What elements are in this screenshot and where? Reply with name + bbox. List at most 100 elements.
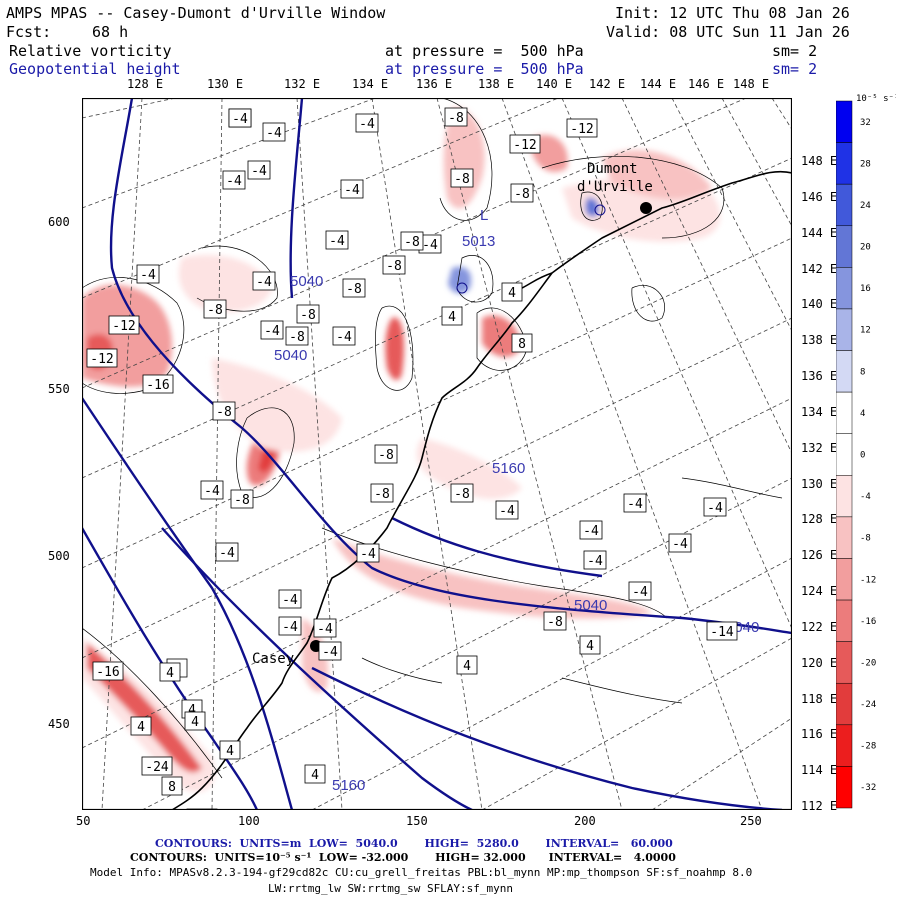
- svg-text:4: 4: [463, 659, 471, 674]
- svg-text:-4: -4: [627, 497, 643, 512]
- svg-text:4: 4: [311, 768, 319, 783]
- vorticity-label-layer: -4 -4 -4 -4 -4 -4 -4 -4 -4 -4 -4 -4 -4 -4 -4 -4 -4 -4 -4 -4…: [86, 107, 738, 810]
- colorbar-cell: [836, 516, 853, 559]
- colorbar-tick-label: 4: [860, 409, 865, 419]
- colorbar-cell: [836, 391, 853, 434]
- lon-label: 136 E: [416, 77, 453, 91]
- vorticity-label: -4: [313, 618, 337, 638]
- svg-text:-14: -14: [710, 625, 734, 640]
- x-tick-label: 200: [574, 814, 596, 828]
- low-value: 5013: [462, 233, 495, 250]
- vorticity-label: -16: [142, 374, 174, 394]
- model-info: Model Info: MPASv8.2.3-194-gf29cd82c CU:…: [90, 866, 753, 879]
- svg-text:8: 8: [518, 337, 526, 352]
- lat-label: 134 E: [801, 404, 838, 419]
- svg-text:-4: -4: [140, 268, 156, 283]
- svg-text:-8: -8: [374, 487, 390, 502]
- colorbar-tick-label: -20: [860, 658, 876, 668]
- x-tick-label: 100: [238, 814, 260, 828]
- height-label: 5160: [492, 460, 525, 477]
- lat-label: 126 E: [801, 548, 838, 563]
- svg-text:-4: -4: [256, 275, 272, 290]
- dumont-station-marker: [640, 202, 652, 214]
- svg-text:-4: -4: [422, 238, 438, 253]
- svg-text:4: 4: [166, 666, 174, 681]
- svg-text:-4: -4: [359, 117, 375, 132]
- svg-text:-4: -4: [672, 537, 688, 552]
- vorticity-label: -4: [628, 581, 652, 601]
- lat-label: 122 E: [801, 619, 838, 634]
- height-label: 5160: [332, 777, 365, 794]
- vorticity-label: 4: [304, 764, 326, 784]
- svg-text:-24: -24: [145, 760, 169, 775]
- vorticity-label: 4: [159, 662, 181, 682]
- lat-label: 146 E: [801, 189, 838, 204]
- colorbar-tick-label: -12: [860, 575, 876, 585]
- lat-label: 124 E: [801, 584, 838, 598]
- geopotential-contours: [82, 98, 792, 810]
- dumont-label: Dumont: [587, 161, 638, 177]
- height-label: 5040: [274, 347, 307, 364]
- y-tick-label: 450: [48, 717, 70, 731]
- svg-text:-4: -4: [232, 112, 248, 127]
- vorticity-label: -8: [382, 255, 406, 275]
- x-tick-label: 150: [406, 814, 428, 828]
- svg-text:-4: -4: [329, 234, 345, 249]
- lat-label: 132 E: [801, 440, 838, 455]
- colorbar-cell: [836, 433, 853, 476]
- vorticity-label: -4: [215, 542, 239, 562]
- colorbar-cell: [836, 142, 853, 185]
- height-label: 5040: [574, 597, 607, 614]
- svg-text:-4: -4: [282, 593, 298, 608]
- vorticity-label: -4: [260, 320, 284, 340]
- colorbar-tick-label: -28: [860, 742, 876, 752]
- vorticity-label: -4: [247, 160, 271, 180]
- vorticity-label: -4: [200, 480, 224, 500]
- lon-label: 148 E: [733, 77, 770, 91]
- colorbar-tick-label: 0: [860, 451, 865, 461]
- svg-text:-8: -8: [300, 308, 316, 323]
- svg-text:-4: -4: [360, 547, 376, 562]
- y-tick-label: 500: [48, 549, 70, 563]
- svg-text:-4: -4: [226, 174, 242, 189]
- lon-label: 128 E: [127, 77, 164, 91]
- vorticity-label: -14: [706, 621, 738, 641]
- colorbar-cell: [836, 475, 853, 518]
- map-plot: 5040 5040 5040 5040 5160 5160 L 5013 Dum…: [82, 98, 792, 810]
- colorbar-cell: [836, 641, 853, 684]
- vorticity-label: 4: [441, 306, 463, 326]
- vorticity-label: -4: [325, 230, 349, 250]
- vorticity-label: -4: [136, 264, 160, 284]
- svg-text:-4: -4: [266, 126, 282, 141]
- colorbar-tick-label: 20: [860, 243, 871, 253]
- vorticity-label: 4: [501, 282, 523, 302]
- colorbar-cell: [836, 766, 853, 809]
- forecast-hour: 68 h: [92, 23, 129, 41]
- svg-text:-4: -4: [499, 504, 515, 519]
- colorbar-cell: [836, 308, 853, 351]
- vorticity-label: -4: [278, 589, 302, 609]
- field2-smoothing: sm= 2: [772, 60, 818, 78]
- vorticity-label: -8: [400, 231, 424, 251]
- colorbar-tick-label: -24: [860, 700, 876, 710]
- svg-text:-4: -4: [322, 645, 338, 660]
- coastline: [171, 170, 792, 810]
- model-info-2: LW:rrtmg_lw SW:rrtmg_sw SFLAY:sf_mynn: [268, 882, 514, 895]
- svg-text:-4: -4: [632, 585, 648, 600]
- colorbar-cell: [836, 267, 853, 310]
- lat-label: 118 E: [801, 691, 838, 706]
- lat-label: 112 E: [801, 799, 838, 813]
- svg-text:4: 4: [137, 720, 145, 735]
- vorticity-label: -4: [318, 641, 342, 661]
- colorbar-tick-label: -16: [860, 617, 876, 627]
- svg-text:4: 4: [448, 310, 456, 325]
- vorticity-label: -12: [509, 134, 541, 154]
- colorbar-unit: 10⁻⁵ s⁻¹: [856, 94, 896, 104]
- lat-label: 148 E: [801, 154, 838, 168]
- vorticity-label: -12: [566, 118, 598, 138]
- colorbar-cell: [836, 225, 853, 268]
- colorbar-tick-label: -8: [860, 534, 871, 544]
- lat-label: 114 E: [801, 763, 838, 778]
- vorticity-label: -4: [579, 520, 603, 540]
- svg-text:4: 4: [508, 286, 516, 301]
